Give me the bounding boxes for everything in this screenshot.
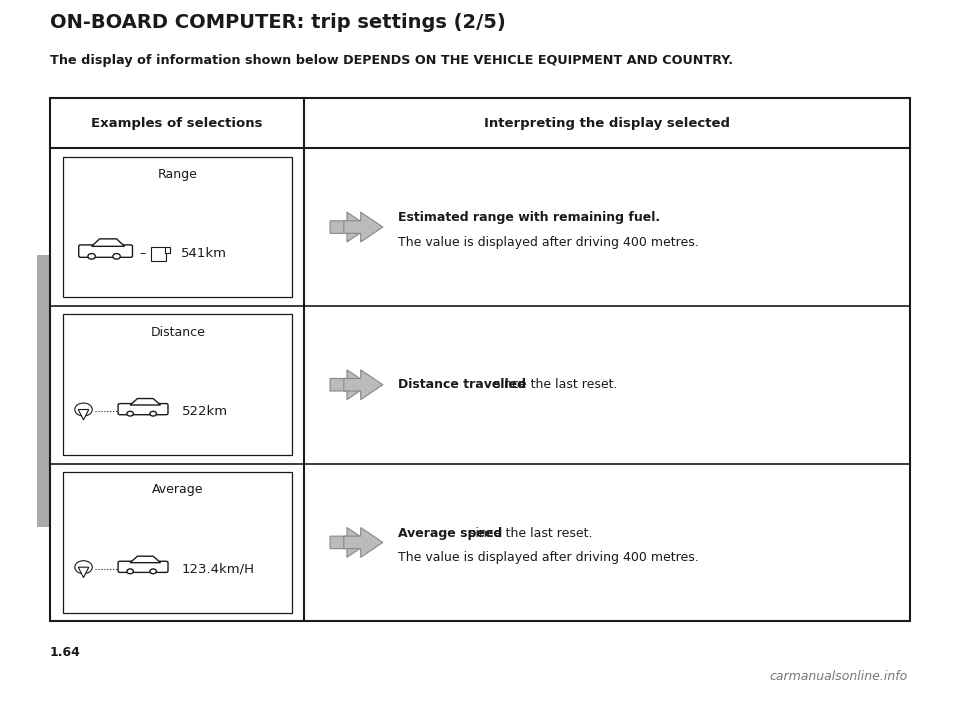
Polygon shape <box>91 239 125 246</box>
Text: Average speed: Average speed <box>397 527 502 540</box>
Polygon shape <box>131 556 160 562</box>
Bar <box>63 315 292 455</box>
Text: Interpreting the display selected: Interpreting the display selected <box>484 116 730 130</box>
Circle shape <box>75 403 92 416</box>
Bar <box>151 246 166 261</box>
Bar <box>50 98 910 621</box>
Text: The display of information shown below DEPENDS ON THE VEHICLE EQUIPMENT AND COUN: The display of information shown below D… <box>50 55 732 67</box>
Circle shape <box>75 561 92 574</box>
Text: since the last reset.: since the last reset. <box>465 527 592 540</box>
Text: 123.4km/H: 123.4km/H <box>181 562 254 576</box>
Text: The value is displayed after driving 400 metres.: The value is displayed after driving 400… <box>397 551 699 564</box>
FancyBboxPatch shape <box>118 561 168 572</box>
Polygon shape <box>330 370 370 400</box>
Text: –: – <box>139 247 145 261</box>
Text: Distance: Distance <box>151 326 205 339</box>
Circle shape <box>150 411 156 416</box>
FancyBboxPatch shape <box>118 403 168 415</box>
Bar <box>37 255 50 527</box>
FancyBboxPatch shape <box>79 245 132 257</box>
Text: The value is displayed after driving 400 metres.: The value is displayed after driving 400… <box>397 236 699 248</box>
Text: since the last reset.: since the last reset. <box>491 378 617 391</box>
Circle shape <box>127 411 133 416</box>
Polygon shape <box>79 567 88 578</box>
Text: Estimated range with remaining fuel.: Estimated range with remaining fuel. <box>397 212 660 224</box>
Text: Range: Range <box>157 168 198 181</box>
Text: 541km: 541km <box>180 247 227 261</box>
Text: Distance travelled: Distance travelled <box>397 378 526 391</box>
Text: Average: Average <box>152 484 204 496</box>
Polygon shape <box>344 370 383 400</box>
Text: 1.64: 1.64 <box>50 646 81 659</box>
Polygon shape <box>330 528 370 557</box>
Circle shape <box>150 569 156 574</box>
Bar <box>63 157 292 297</box>
Polygon shape <box>330 212 370 242</box>
Bar <box>63 472 292 613</box>
Text: carmanualsonline.info: carmanualsonline.info <box>769 670 907 683</box>
Polygon shape <box>131 398 160 405</box>
Text: 522km: 522km <box>181 405 228 418</box>
Text: ON-BOARD COMPUTER: trip settings (2/5): ON-BOARD COMPUTER: trip settings (2/5) <box>50 13 506 32</box>
Circle shape <box>113 253 120 259</box>
Polygon shape <box>79 410 88 420</box>
Bar <box>165 246 170 253</box>
Text: Examples of selections: Examples of selections <box>91 116 262 130</box>
Circle shape <box>127 569 133 574</box>
Polygon shape <box>344 212 383 242</box>
Circle shape <box>88 253 95 259</box>
Polygon shape <box>344 528 383 557</box>
